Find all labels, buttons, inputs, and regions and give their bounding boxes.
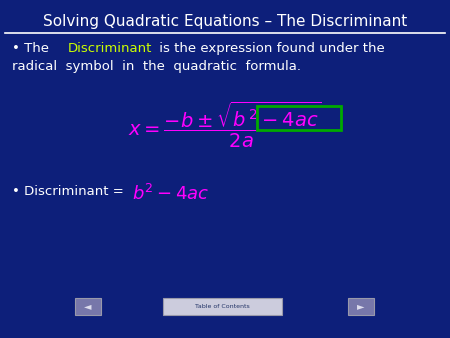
Text: ◄: ◄ [84, 301, 91, 311]
FancyBboxPatch shape [75, 297, 100, 314]
Text: • The: • The [12, 42, 53, 55]
Text: Discriminant: Discriminant [68, 42, 153, 55]
Text: $x = \dfrac{-b \pm \sqrt{b^{\,2} - 4ac}}{2a}$: $x = \dfrac{-b \pm \sqrt{b^{\,2} - 4ac}}… [128, 100, 322, 150]
Text: Solving Quadratic Equations – The Discriminant: Solving Quadratic Equations – The Discri… [43, 14, 407, 29]
Text: $b^2 - 4ac$: $b^2 - 4ac$ [132, 184, 210, 204]
FancyBboxPatch shape [347, 297, 374, 314]
Text: radical  symbol  in  the  quadratic  formula.: radical symbol in the quadratic formula. [12, 60, 301, 73]
Text: ►: ► [357, 301, 364, 311]
Text: Table of Contents: Table of Contents [194, 304, 249, 309]
Text: is the expression found under the: is the expression found under the [155, 42, 385, 55]
Text: • Discriminant =: • Discriminant = [12, 185, 128, 198]
FancyBboxPatch shape [162, 297, 282, 314]
